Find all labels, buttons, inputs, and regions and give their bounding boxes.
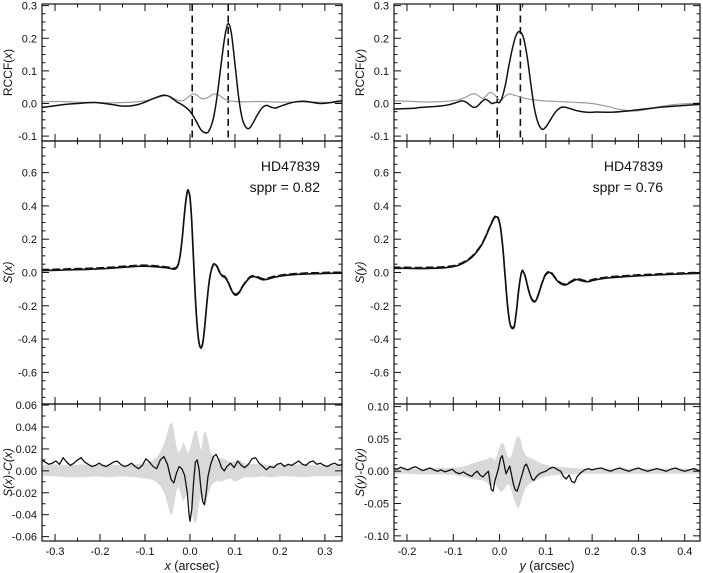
- rccf-x-curve: [42, 22, 342, 134]
- ytick-label-s-y: -0.6: [370, 367, 389, 379]
- panel-rccf-y-plot-area: [394, 4, 700, 141]
- ytick-label-s-y: -0.2: [370, 301, 389, 313]
- residual-x-uncertainty-band: [42, 421, 342, 524]
- xtick-label-residual-y: -0.1: [444, 546, 463, 558]
- panel-rccf-y: 0.3 0.2 0.1 0.0 -0.1 RCCF(y): [353, 1, 701, 143]
- reference-rccf-y-curve: [394, 91, 700, 112]
- s-x-fit-curve: [42, 188, 342, 348]
- ytick-label-s-x: -0.4: [18, 334, 37, 346]
- xtick-label-residual-y: 0.2: [584, 546, 599, 558]
- xtick-label-residual-x: -0.2: [91, 546, 110, 558]
- s-y-fit-curve: [394, 214, 700, 328]
- panel-s-y-plot-area: [394, 214, 700, 330]
- xtick-label-residual-y: -0.2: [397, 546, 416, 558]
- xtick-label-residual-y: 0.4: [677, 546, 692, 558]
- y-axis-title-rccf-x: RCCF(x): [1, 49, 15, 96]
- ytick-label-s-y: 0.6: [374, 168, 389, 180]
- ytick-label-rccf-x: 0.2: [22, 33, 37, 45]
- ytick-label-residual-y: -0.10: [364, 531, 389, 543]
- y-axis-title-rccf-y: RCCF(y): [353, 49, 367, 96]
- ytick-label-residual-x: -0.06: [12, 532, 37, 544]
- ytick-label-s-y: 0.4: [374, 201, 389, 213]
- ytick-label-residual-x: 0.02: [16, 444, 37, 456]
- ytick-label-s-y: -0.4: [370, 334, 389, 346]
- panel-residual-y-plot-area: [394, 435, 700, 509]
- xtick-label-residual-y: 0.0: [492, 546, 507, 558]
- panel-residual-x-ticks: [42, 404, 342, 541]
- ytick-label-rccf-x: 0.1: [22, 66, 37, 78]
- ytick-label-residual-y: -0.05: [364, 499, 389, 511]
- ytick-label-residual-x: 0.00: [16, 466, 37, 478]
- ytick-label-rccf-y: 0.1: [374, 66, 389, 78]
- panel-rccf-y-ticks: [394, 4, 700, 141]
- panel-s-x-plot-area: [42, 188, 342, 349]
- reference-rccf-x-curve: [42, 93, 342, 104]
- ytick-label-residual-y: 0.00: [368, 466, 389, 478]
- ytick-label-s-x: -0.2: [18, 301, 37, 313]
- xtick-label-residual-x: 0.0: [182, 546, 197, 558]
- xtick-label-residual-x: 0.1: [227, 546, 242, 558]
- y-axis-title-s-x: S(x): [1, 262, 15, 284]
- sppr-value-label: sppr = 0.82: [249, 179, 320, 195]
- y-axis-title-residual-y: S(y)-C(y): [353, 448, 367, 497]
- y-axis-title-residual-x: S(x)-C(x): [1, 448, 15, 497]
- ytick-label-rccf-y: 0.2: [374, 33, 389, 45]
- y-axis-title-s-y: S(y): [353, 262, 367, 284]
- ytick-label-s-x: 0.6: [22, 168, 37, 180]
- x-axis-title-residual-x: x (arcsec): [164, 559, 220, 573]
- star-name-label: HD47839: [603, 158, 663, 174]
- ytick-label-rccf-x: -0.1: [18, 131, 37, 143]
- s-x-observed-curve: [42, 189, 342, 349]
- x-axis-title-residual-y: y (arcsec): [519, 559, 575, 573]
- star-name-label: HD47839: [260, 158, 320, 174]
- xtick-label-residual-y: 0.3: [631, 546, 646, 558]
- panel-residual-y-ticks: [394, 404, 700, 541]
- xtick-label-residual-y: 0.1: [538, 546, 553, 558]
- panel-residual-y: 0.10 0.05 0.00 -0.05 -0.10 -0.2 -0.1 0.0 0.1 0.2 0…: [353, 402, 701, 573]
- ytick-label-rccf-y: -0.1: [370, 131, 389, 143]
- s-y-observed-curve: [394, 215, 700, 330]
- xtick-label-residual-x: -0.1: [136, 546, 155, 558]
- residual-y-uncertainty-band: [394, 435, 700, 509]
- xtick-label-residual-x: 0.3: [317, 546, 332, 558]
- sppr-value-label: sppr = 0.76: [592, 179, 663, 195]
- panel-rccf-y-frame: [393, 3, 701, 142]
- ytick-label-s-x: 0.0: [22, 268, 37, 280]
- xtick-label-residual-x: -0.3: [46, 546, 65, 558]
- ytick-label-rccf-y: 0.0: [374, 98, 389, 110]
- panel-rccf-x-plot-area: [42, 4, 342, 141]
- ytick-label-residual-x: 0.04: [16, 422, 37, 434]
- panel-residual-x-plot-area: [42, 421, 342, 524]
- panel-rccf-x: 0.3 0.2 0.1 0.0 -0.1 RCCF(x): [1, 1, 343, 143]
- ytick-label-residual-x: 0.06: [16, 400, 37, 412]
- panel-residual-x: 0.06 0.04 0.02 0.00 -0.02 -0.04 -0.06 -0.3 -0.2 -…: [1, 400, 343, 573]
- ytick-label-rccf-y: 0.3: [374, 1, 389, 13]
- ytick-label-s-x: 0.2: [22, 234, 37, 246]
- ytick-label-residual-y: 0.05: [368, 434, 389, 446]
- ytick-label-rccf-x: 0.0: [22, 98, 37, 110]
- annotation-right: HD47839 sppr = 0.76: [543, 156, 663, 198]
- ytick-label-s-y: 0.0: [374, 268, 389, 280]
- residual-y-curve: [394, 455, 700, 492]
- ytick-label-residual-y: 0.10: [368, 402, 389, 414]
- panel-residual-y-frame: [393, 403, 701, 542]
- residual-x-curve: [42, 453, 342, 522]
- ytick-label-residual-x: -0.04: [12, 510, 37, 522]
- ytick-label-s-y: 0.2: [374, 234, 389, 246]
- rccf-y-curve: [394, 30, 700, 131]
- ytick-label-s-x: 0.4: [22, 201, 37, 213]
- panel-rccf-x-ticks: [42, 4, 342, 141]
- annotation-left: HD47839 sppr = 0.82: [200, 156, 320, 198]
- panel-residual-x-frame: [41, 403, 343, 542]
- xtick-label-residual-x: 0.2: [272, 546, 287, 558]
- ytick-label-residual-x: -0.02: [12, 488, 37, 500]
- ytick-label-s-x: -0.6: [18, 367, 37, 379]
- ytick-label-rccf-x: 0.3: [22, 1, 37, 13]
